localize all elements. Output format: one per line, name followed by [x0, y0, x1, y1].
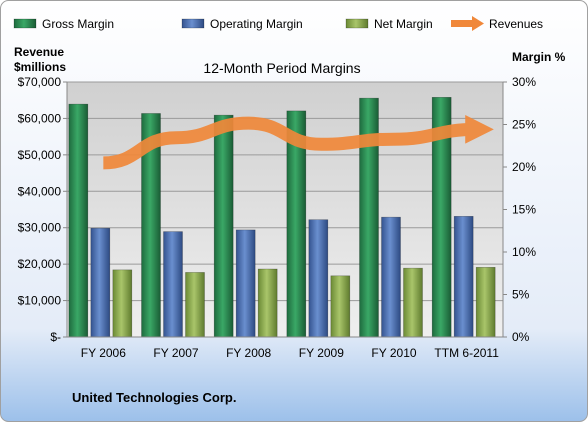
legend: Gross Margin Operating Margin Net Margin Re…	[13, 16, 543, 31]
left-tick-label: $40,000	[18, 184, 62, 198]
right-tick-label: 25%	[512, 118, 536, 132]
left-tick-label: $50,000	[18, 148, 62, 162]
legend-swatch-operating-margin	[181, 18, 205, 29]
bar-operating-margin	[235, 229, 256, 338]
x-tick-label: FY 2007	[153, 346, 198, 360]
right-axis-label: Margin %	[512, 50, 566, 64]
bar-net-margin	[475, 266, 496, 338]
left-axis-ticks: $- $10,000 $20,000 $30,000 $40,000 $50,000 $60…	[18, 75, 67, 344]
bar-operating-margin	[90, 227, 111, 338]
bar-net-margin	[112, 269, 133, 338]
legend-arrow-revenues	[472, 16, 484, 31]
left-axis-label-line1: Revenue	[14, 45, 64, 59]
right-axis-ticks: 0% 5% 10% 15% 20% 25% 30%	[503, 75, 536, 344]
bar-net-margin	[185, 272, 205, 338]
legend-label-net-margin: Net Margin	[374, 17, 433, 31]
left-tick-label: $20,000	[18, 257, 62, 271]
x-tick-label: TTM 6-2011	[434, 346, 499, 360]
right-tick-label: 30%	[512, 75, 536, 89]
bar-operating-margin	[453, 216, 474, 338]
right-tick-label: 0%	[512, 330, 530, 344]
left-axis-label-line2: $millions	[14, 60, 66, 74]
right-tick-label: 15%	[512, 203, 536, 217]
bar-net-margin	[257, 268, 278, 338]
revenues-line	[102, 115, 494, 170]
left-tick-label: $10,000	[18, 294, 62, 308]
plot-area	[67, 82, 503, 337]
left-tick-label: $30,000	[18, 221, 62, 235]
legend-label-gross-margin: Gross Margin	[42, 17, 114, 31]
bars	[68, 97, 496, 338]
left-tick-label: $60,000	[18, 111, 62, 125]
bar-gross-margin	[68, 103, 89, 338]
bar-operating-margin	[308, 219, 329, 338]
bar-gross-margin	[213, 114, 234, 338]
right-tick-label: 10%	[512, 245, 536, 259]
legend-label-operating-margin: Operating Margin	[210, 17, 303, 31]
right-tick-label: 20%	[512, 160, 536, 174]
company-name: United Technologies Corp.	[72, 390, 236, 405]
left-tick-label: $70,000	[18, 75, 62, 89]
x-axis-ticks: FY 2006 FY 2007 FY 2008 FY 2009 FY 2010 TTM 6…	[81, 346, 499, 360]
bar-operating-margin	[381, 216, 401, 338]
legend-label-revenues: Revenues	[489, 17, 543, 31]
x-tick-label: FY 2010	[371, 346, 416, 360]
bar-operating-margin	[163, 231, 183, 338]
x-tick-label: FY 2008	[226, 346, 271, 360]
right-tick-label: 5%	[512, 288, 530, 302]
legend-swatch-net-margin	[345, 18, 369, 29]
line-revenues	[102, 115, 494, 170]
bar-net-margin	[403, 267, 423, 338]
gridlines	[67, 81, 503, 302]
x-tick-label: FY 2009	[299, 346, 344, 360]
chart-title: 12-Month Period Margins	[203, 60, 360, 76]
bar-net-margin	[330, 275, 351, 338]
x-tick-label: FY 2006	[81, 346, 126, 360]
left-tick-label: $-	[50, 330, 61, 344]
legend-swatch-gross-margin	[13, 18, 37, 29]
